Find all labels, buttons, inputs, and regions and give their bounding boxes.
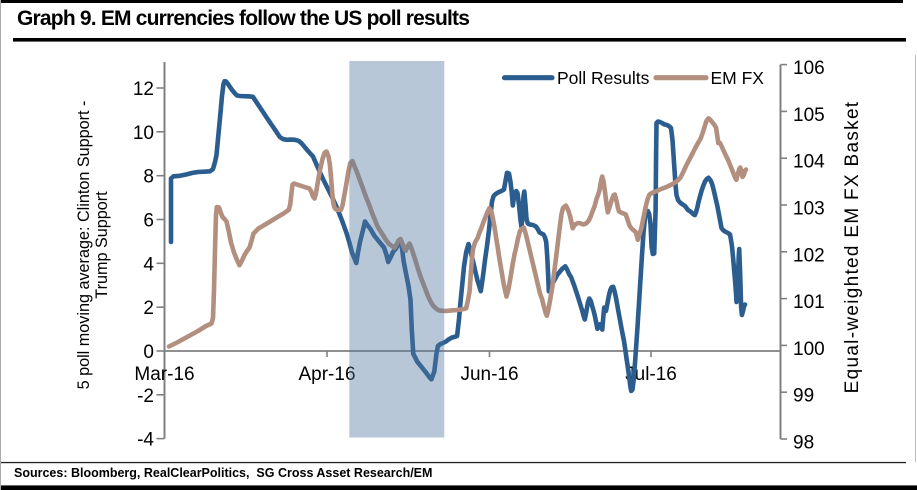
svg-text:12: 12: [133, 79, 154, 100]
svg-text:10: 10: [133, 123, 154, 144]
svg-text:Mar-16: Mar-16: [134, 364, 194, 385]
svg-text:Jul-16: Jul-16: [625, 364, 677, 385]
svg-text:2: 2: [143, 298, 154, 319]
svg-text:98: 98: [793, 433, 814, 454]
svg-text:6: 6: [143, 211, 154, 232]
svg-text:-4: -4: [137, 430, 154, 451]
svg-text:99: 99: [793, 386, 814, 407]
svg-text:Equal-weighted EM FX Basket: Equal-weighted EM FX Basket: [842, 101, 863, 394]
svg-text:102: 102: [793, 245, 825, 266]
svg-text:100: 100: [793, 339, 825, 360]
svg-text:5 poll moving average: Clinton: 5 poll moving average: Clinton Support -: [75, 101, 93, 390]
svg-text:8: 8: [143, 167, 154, 188]
svg-text:106: 106: [793, 58, 825, 79]
svg-text:Trump Support: Trump Support: [93, 191, 111, 299]
svg-text:Jun-16: Jun-16: [460, 364, 518, 385]
svg-text:-2: -2: [137, 386, 154, 407]
svg-text:103: 103: [793, 199, 825, 220]
svg-text:EM FX: EM FX: [711, 68, 765, 88]
svg-text:105: 105: [793, 105, 825, 126]
svg-text:0: 0: [143, 342, 154, 363]
svg-text:104: 104: [793, 152, 825, 173]
svg-text:101: 101: [793, 292, 825, 313]
svg-text:Poll Results: Poll Results: [557, 68, 650, 88]
svg-text:4: 4: [143, 254, 154, 275]
svg-text:Apr-16: Apr-16: [298, 364, 355, 385]
